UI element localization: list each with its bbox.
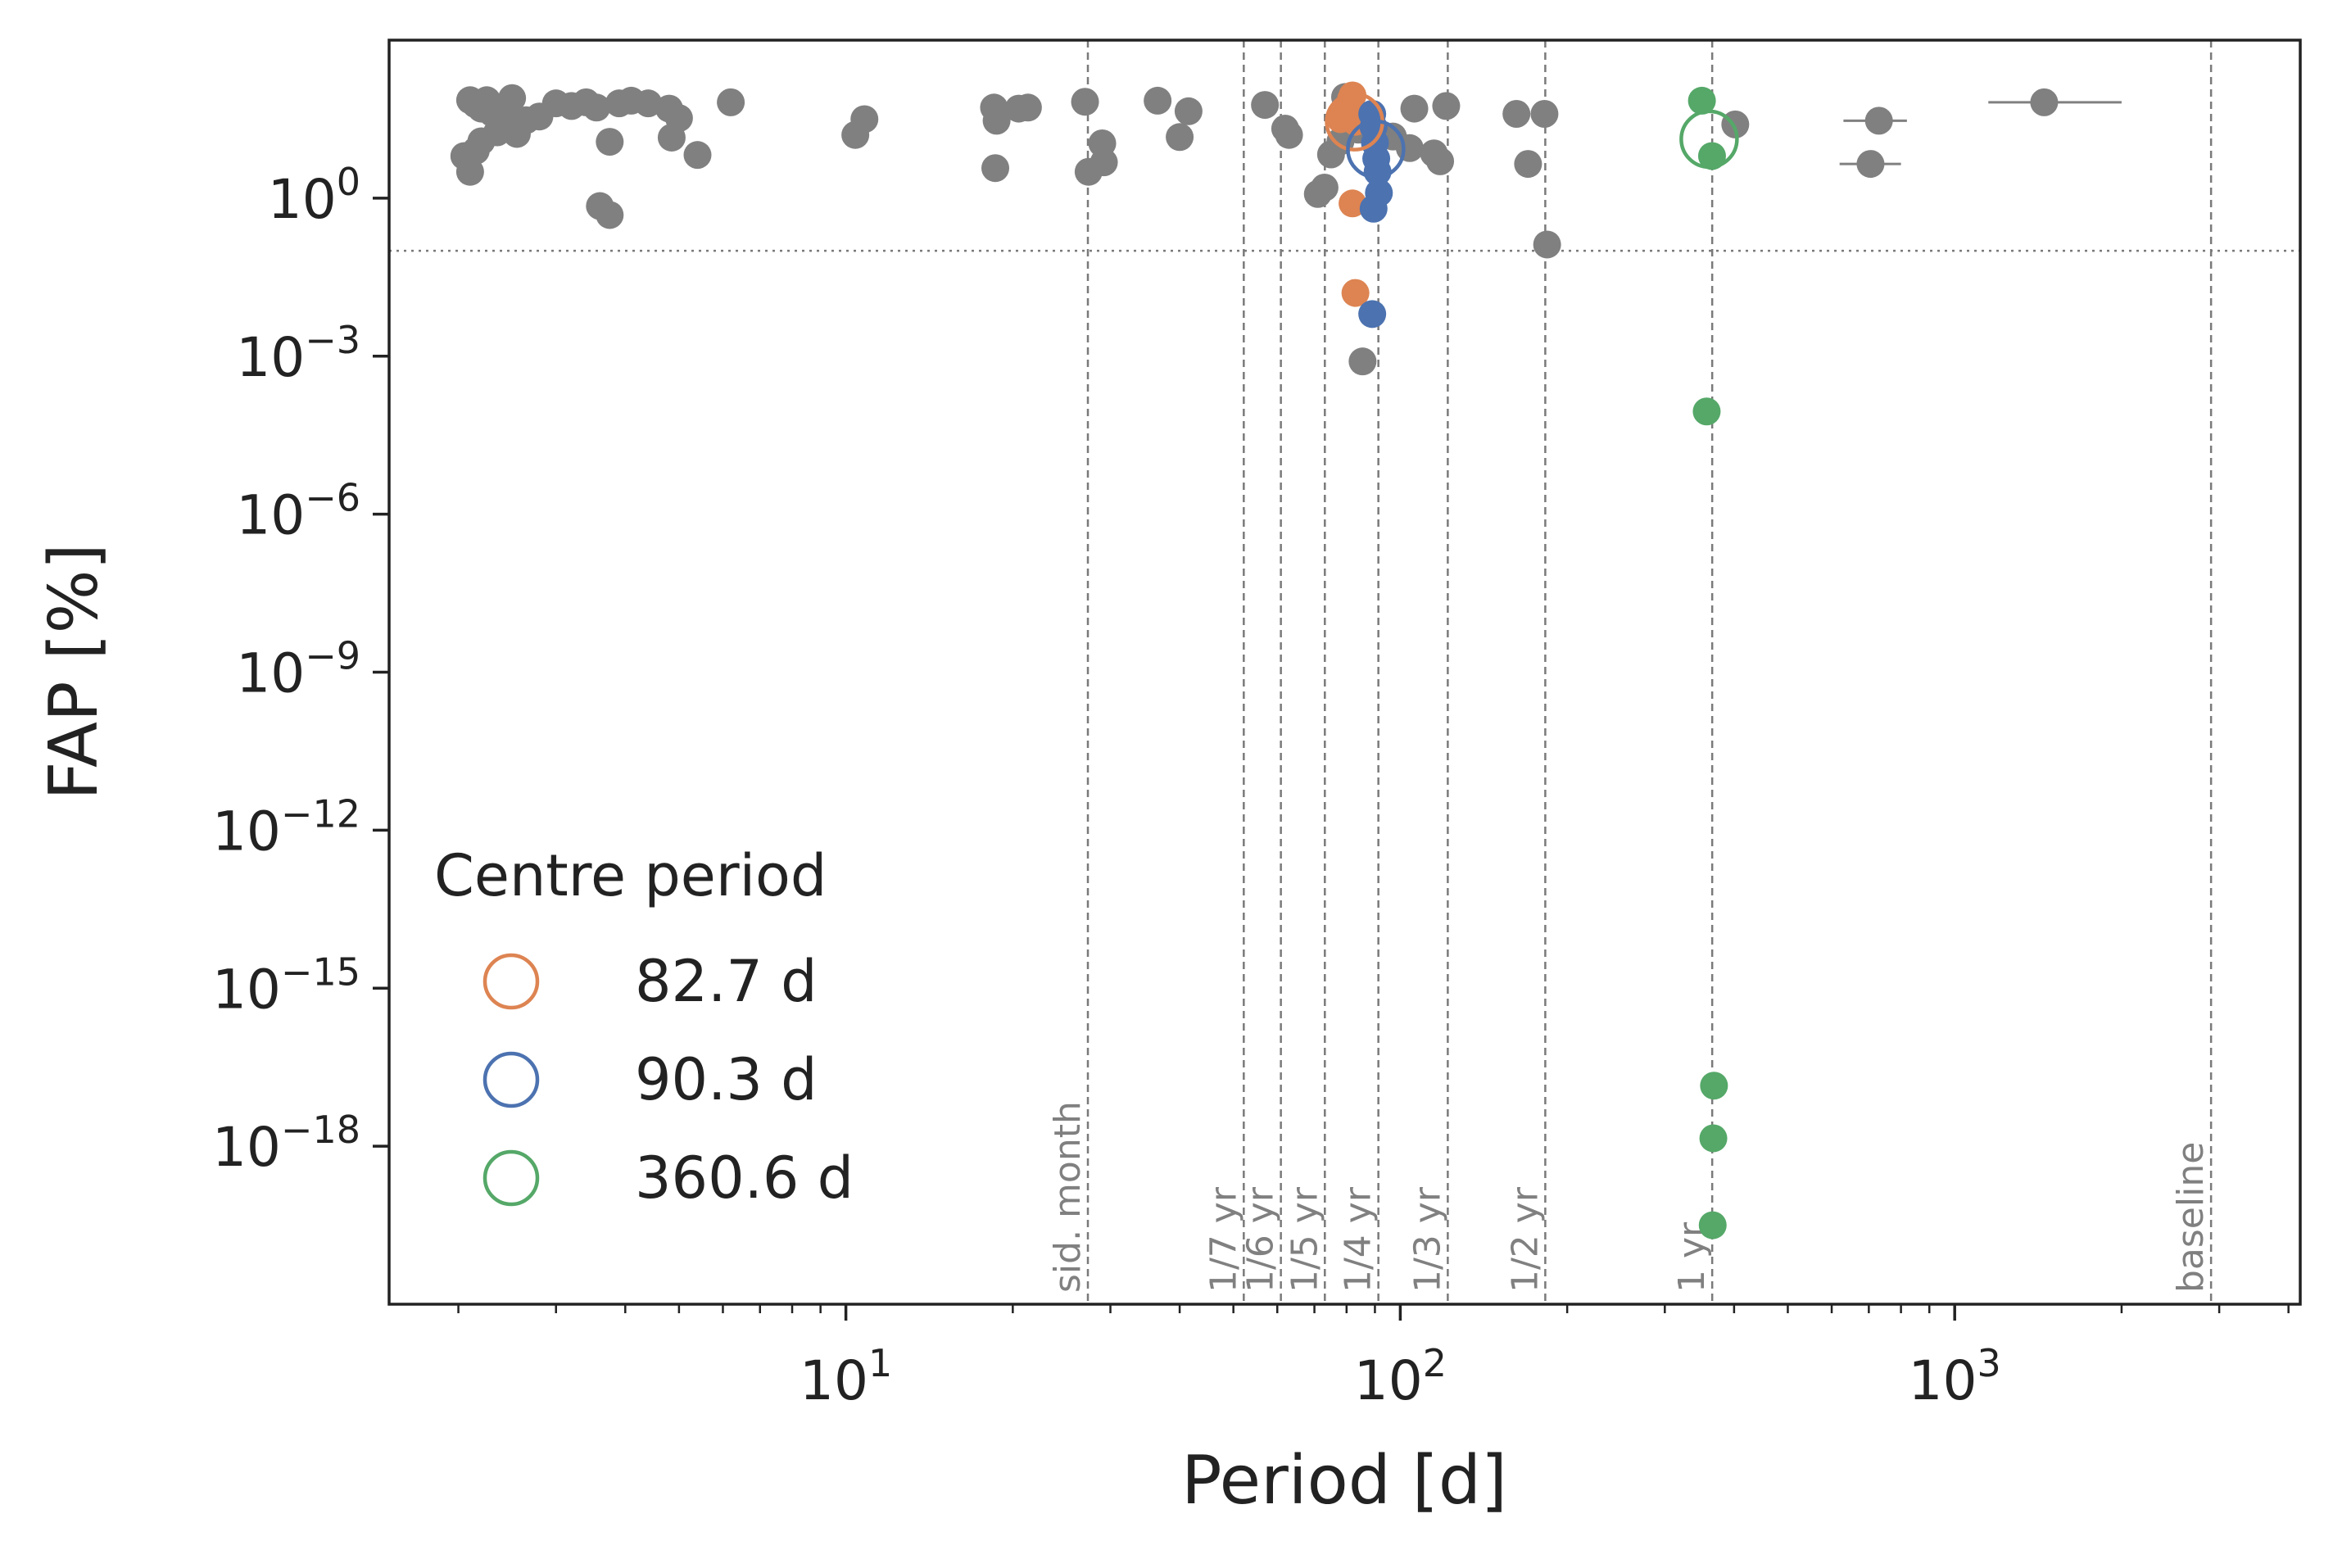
data-point <box>1348 347 1377 376</box>
data-point <box>1432 92 1461 120</box>
y-tick-label: 10−6 <box>236 476 360 547</box>
y-tick-label: 10−9 <box>236 634 360 705</box>
data-point <box>683 141 712 170</box>
data-point <box>1687 86 1716 115</box>
reference-line-label: 1/6 yr <box>1240 1186 1282 1293</box>
data-point <box>596 201 624 229</box>
data-point <box>1400 94 1429 123</box>
data-point <box>1502 100 1531 129</box>
x-tick-label: 103 <box>1909 1341 2001 1412</box>
data-point <box>1339 189 1367 218</box>
reference-line-label: 1/2 yr <box>1504 1186 1546 1293</box>
centre-period-marker <box>1346 119 1406 179</box>
legend-label: 82.7 d <box>635 948 818 1015</box>
legend-marker <box>482 1149 540 1207</box>
data-point <box>1700 1072 1728 1100</box>
legend-title: Centre period <box>434 842 827 909</box>
data-point <box>582 93 611 122</box>
data-point <box>1698 1211 1727 1239</box>
data-point <box>1363 157 1392 186</box>
reference-line-label: baseline <box>2170 1142 2212 1293</box>
data-point <box>1166 123 1194 152</box>
data-point <box>498 84 527 112</box>
y-tick-label: 10−18 <box>212 1108 360 1179</box>
legend-label: 360.6 d <box>635 1144 854 1212</box>
legend-marker <box>482 1051 540 1108</box>
reference-line-label: 1/5 yr <box>1284 1186 1325 1293</box>
data-point <box>1358 300 1387 329</box>
reference-line-label: 1/7 yr <box>1203 1186 1244 1293</box>
data-point <box>1533 230 1561 259</box>
data-point <box>1864 106 1893 135</box>
data-point <box>1359 194 1388 223</box>
data-point <box>850 105 879 134</box>
data-point <box>1856 150 1885 179</box>
data-point <box>1514 150 1542 179</box>
x-axis-label: Period [d] <box>1181 1442 1507 1520</box>
x-tick-label: 101 <box>800 1341 892 1412</box>
data-point <box>1426 147 1455 175</box>
data-point <box>1144 86 1172 115</box>
data-point <box>1692 397 1721 426</box>
data-point <box>1530 100 1559 129</box>
y-tick-label: 100 <box>268 160 360 231</box>
data-point <box>1699 1124 1728 1153</box>
data-point <box>634 89 663 118</box>
data-point <box>1275 120 1303 149</box>
reference-line-label: 1/3 yr <box>1407 1186 1448 1293</box>
data-point <box>1174 97 1203 125</box>
data-point <box>1013 93 1042 122</box>
data-point <box>1089 148 1118 177</box>
data-point <box>717 88 745 116</box>
y-tick-label: 10−15 <box>212 949 360 1021</box>
y-tick-label: 10−12 <box>212 791 360 863</box>
data-point <box>982 106 1011 135</box>
centre-period-marker <box>1679 109 1739 170</box>
data-point <box>1251 91 1280 120</box>
data-point <box>1341 279 1370 307</box>
legend-label: 90.3 d <box>635 1046 818 1113</box>
data-point <box>2030 88 2059 116</box>
data-point <box>981 154 1010 183</box>
legend-marker <box>482 953 540 1010</box>
data-point <box>1697 142 1726 170</box>
data-point <box>1071 88 1099 116</box>
y-axis-label: FAP [%] <box>35 543 113 800</box>
x-tick-label: 102 <box>1354 1341 1447 1412</box>
data-point <box>596 128 624 156</box>
data-point <box>664 104 693 133</box>
data-point <box>455 157 484 186</box>
data-point <box>1310 174 1339 202</box>
reference-line-label: 1/4 yr <box>1338 1186 1379 1293</box>
reference-line-label: sid. month <box>1047 1101 1089 1293</box>
y-tick-label: 10−3 <box>236 318 360 389</box>
